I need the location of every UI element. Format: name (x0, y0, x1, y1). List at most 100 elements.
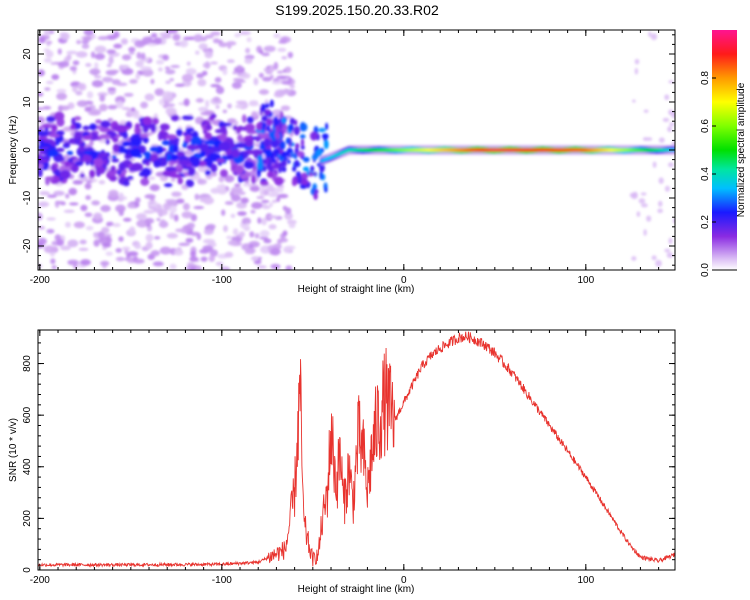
noise-blob (233, 120, 239, 126)
noise-blob (147, 43, 157, 47)
noise-blob (122, 217, 132, 222)
noise-blob (254, 142, 261, 148)
noise-blob (120, 65, 128, 70)
noise-blob (118, 236, 124, 242)
transition-blob (288, 123, 294, 132)
band-blob (205, 124, 212, 130)
noise-blob (278, 40, 287, 44)
noise-blob (259, 230, 270, 238)
colorbar: 0.0 0.2 0.4 0.6 0.8 Normalized spectral ampl… (700, 30, 747, 277)
noise-blob (75, 51, 88, 58)
noise-blob (204, 50, 213, 59)
noise-blob (115, 100, 124, 109)
transition-blob (301, 178, 309, 185)
noise-blob (248, 247, 256, 255)
band-blob (44, 176, 55, 181)
noise-blob (169, 77, 175, 82)
noise-blob (671, 141, 675, 146)
band-blob (168, 154, 179, 162)
transition-blob (300, 122, 308, 132)
transition-blob (314, 189, 319, 194)
transition-blob (294, 159, 300, 168)
band-blob (199, 143, 210, 152)
band-blob (41, 160, 50, 171)
snr-plot (38, 331, 675, 568)
noise-blob (38, 107, 45, 111)
noise-blob (200, 111, 210, 116)
noise-blob (107, 117, 114, 122)
noise-blob (271, 199, 278, 203)
noise-blob (284, 66, 292, 74)
noise-blob (162, 54, 170, 61)
noise-blob (230, 194, 241, 202)
band-blob (165, 134, 178, 140)
transition-blob (259, 144, 266, 150)
transition-blob (294, 143, 300, 149)
noise-blob (165, 80, 171, 85)
noise-blob (65, 193, 70, 199)
noise-blob (226, 59, 235, 63)
transition-blob (264, 148, 272, 157)
noise-blob (91, 200, 101, 206)
noise-blob (172, 33, 181, 41)
noise-blob (238, 231, 246, 238)
noise-blob (186, 61, 191, 66)
noise-blob (134, 197, 141, 204)
colorbar-tick-label: 0.6 (700, 119, 711, 133)
transition-blob (302, 156, 310, 163)
noise-blob (115, 204, 126, 213)
spectrogram-ylabel: Frequency (Hz) (8, 116, 19, 185)
noise-blob (224, 175, 235, 183)
noise-blob (106, 63, 112, 68)
y-tick-label: 0 (22, 567, 33, 573)
noise-blob (232, 228, 239, 236)
noise-blob (215, 261, 224, 266)
transition-blob (280, 110, 284, 120)
noise-blob (94, 45, 107, 54)
x-tick-label: -100 (212, 275, 232, 286)
noise-blob (216, 184, 226, 191)
noise-blob (93, 239, 100, 247)
x-tick-label: -200 (30, 275, 50, 286)
band-blob (116, 170, 122, 175)
noise-blob (55, 200, 66, 205)
noise-blob (234, 183, 241, 187)
band-blob (103, 157, 108, 168)
noise-blob (211, 171, 218, 177)
noise-blob (50, 61, 55, 66)
noise-blob (124, 248, 129, 255)
band-blob (67, 158, 74, 163)
band-blob (175, 164, 181, 169)
spectrogram-xlabel: Height of straight line (km) (298, 284, 415, 295)
noise-blob (200, 256, 208, 262)
noise-blob (208, 255, 215, 262)
band-blob (112, 143, 120, 153)
band-blob (245, 139, 253, 148)
band-blob (234, 142, 247, 149)
noise-blob (113, 43, 123, 49)
noise-blob (150, 78, 155, 85)
band-blob (139, 133, 149, 138)
band-blob (182, 143, 188, 149)
noise-blob (249, 185, 260, 192)
noise-blob (148, 176, 156, 180)
band-blob (118, 161, 126, 172)
band-blob (46, 115, 56, 123)
x-tick-label: 100 (577, 575, 594, 586)
band-blob (187, 166, 196, 177)
noise-blob (662, 117, 670, 123)
noise-blob (152, 261, 164, 267)
noise-blob (101, 76, 114, 83)
noise-blob (632, 99, 636, 103)
transition-blob (313, 192, 318, 200)
noise-blob (664, 185, 670, 192)
noise-blob (128, 51, 135, 55)
noise-blob (263, 238, 272, 244)
noise-blob (157, 67, 163, 72)
noise-blob (115, 82, 128, 87)
noise-blob (245, 47, 251, 54)
noise-blob (118, 192, 124, 199)
band-blob (70, 124, 76, 130)
band-blob (130, 138, 142, 146)
